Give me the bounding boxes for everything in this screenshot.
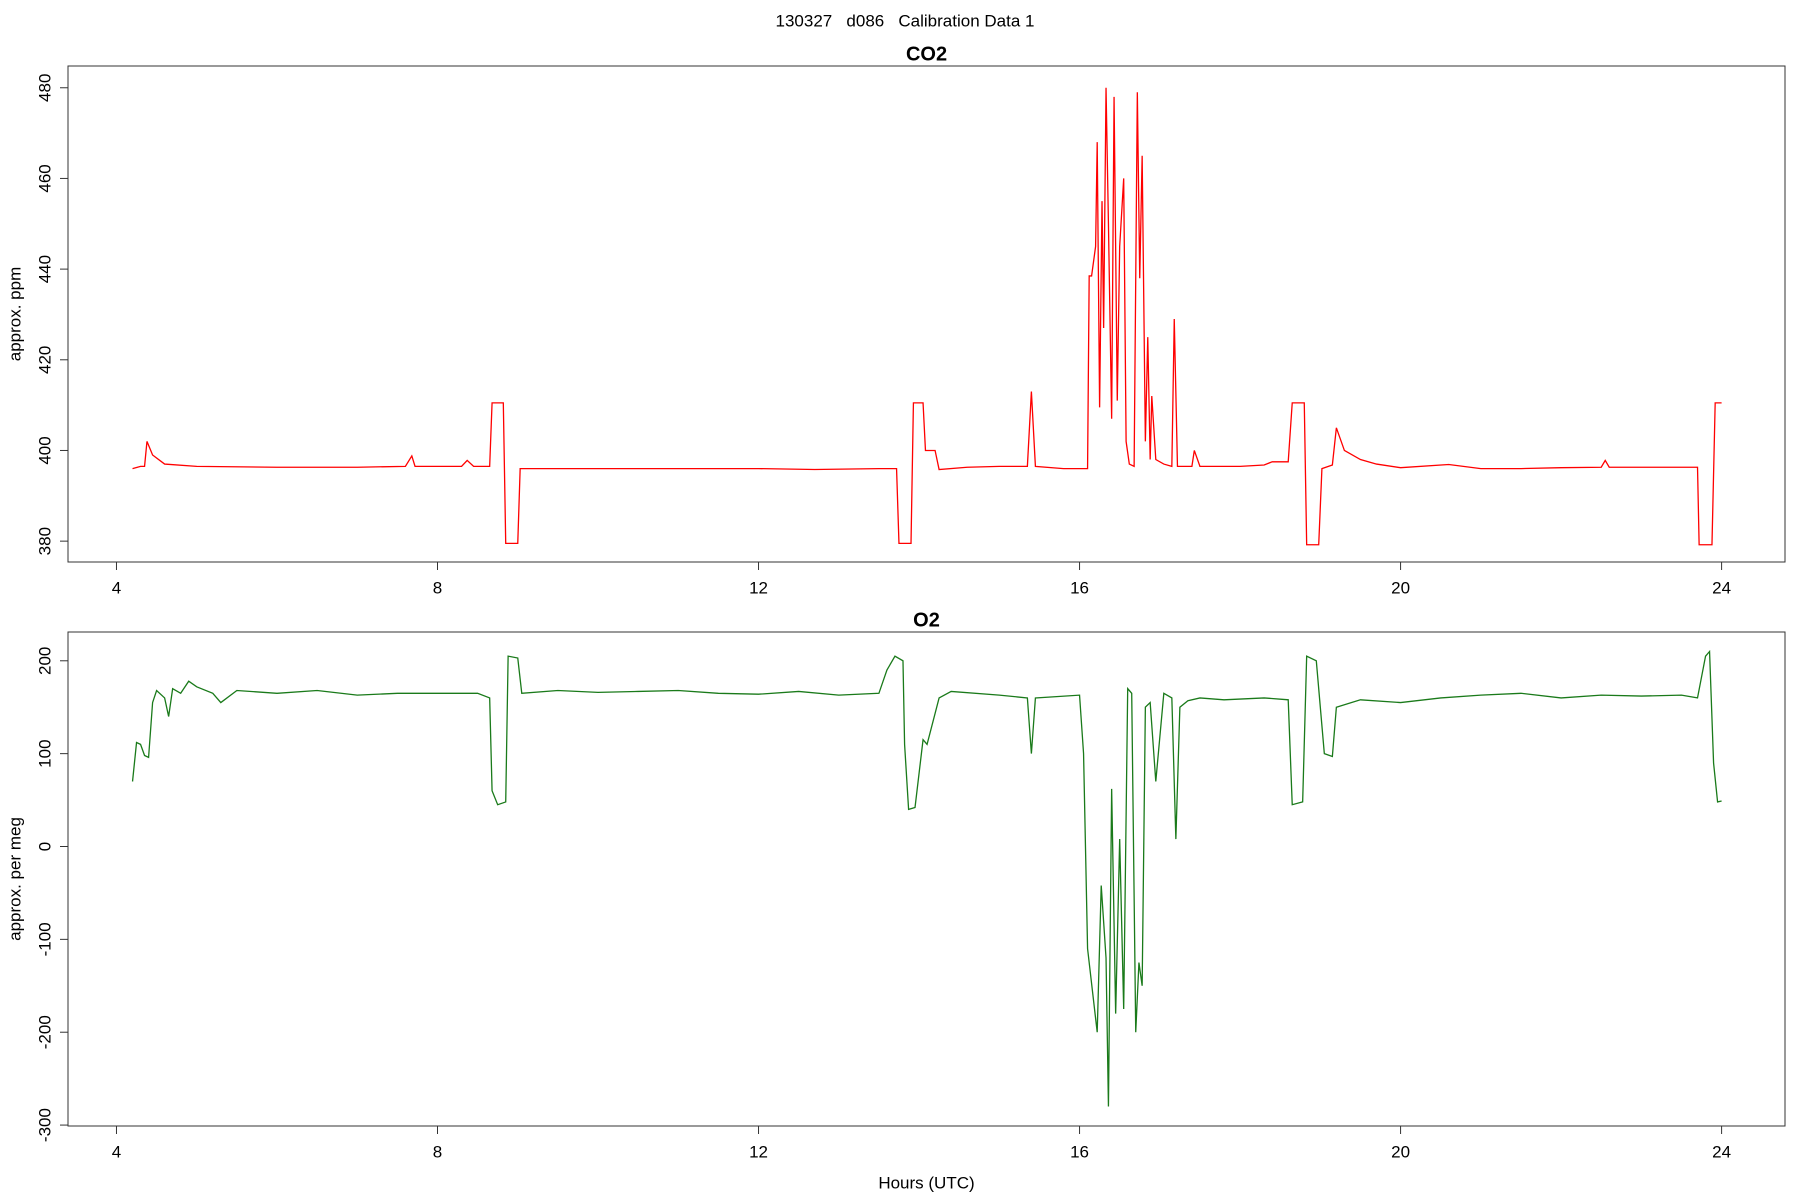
x-tick-label: 4 <box>112 578 121 597</box>
x-axis-label: Hours (UTC) <box>878 1173 974 1192</box>
x-tick-label: 16 <box>1070 578 1089 597</box>
data-line <box>131 649 1722 1107</box>
plot-box <box>67 631 1786 1127</box>
x-tick-label: 12 <box>749 1142 768 1161</box>
y-tick-label: 400 <box>35 436 54 464</box>
plot-box <box>67 65 1786 563</box>
y-tick-label: 380 <box>35 527 54 555</box>
chart-title: O2 <box>913 609 940 631</box>
y-tick-label: 0 <box>35 842 54 851</box>
y-tick-label: 420 <box>35 346 54 374</box>
x-tick-label: 8 <box>433 578 442 597</box>
x-tick-label: 8 <box>433 1142 442 1161</box>
y-axis-label: approx. ppm <box>5 267 24 362</box>
chart-title: CO2 <box>906 43 947 65</box>
x-tick-label: 16 <box>1070 1142 1089 1161</box>
data-line <box>132 87 1722 546</box>
y-tick-label: 200 <box>35 647 54 675</box>
x-tick-label: 12 <box>749 578 768 597</box>
y-tick-label: 440 <box>35 255 54 283</box>
x-tick-label: 24 <box>1712 578 1731 597</box>
y-axis-label: approx. per meg <box>5 817 24 941</box>
x-tick-label: 20 <box>1391 578 1410 597</box>
x-tick-label: 4 <box>112 1142 121 1161</box>
y-tick-label: 100 <box>35 739 54 767</box>
x-tick-label: 20 <box>1391 1142 1410 1161</box>
y-tick-label: -200 <box>35 1015 54 1049</box>
figure-title: 130327 d086 Calibration Data 1 <box>776 11 1035 30</box>
y-tick-label: 480 <box>35 74 54 102</box>
y-tick-label: 460 <box>35 164 54 192</box>
x-tick-label: 24 <box>1712 1142 1731 1161</box>
y-tick-label: -100 <box>35 922 54 956</box>
y-tick-label: -300 <box>35 1108 54 1142</box>
